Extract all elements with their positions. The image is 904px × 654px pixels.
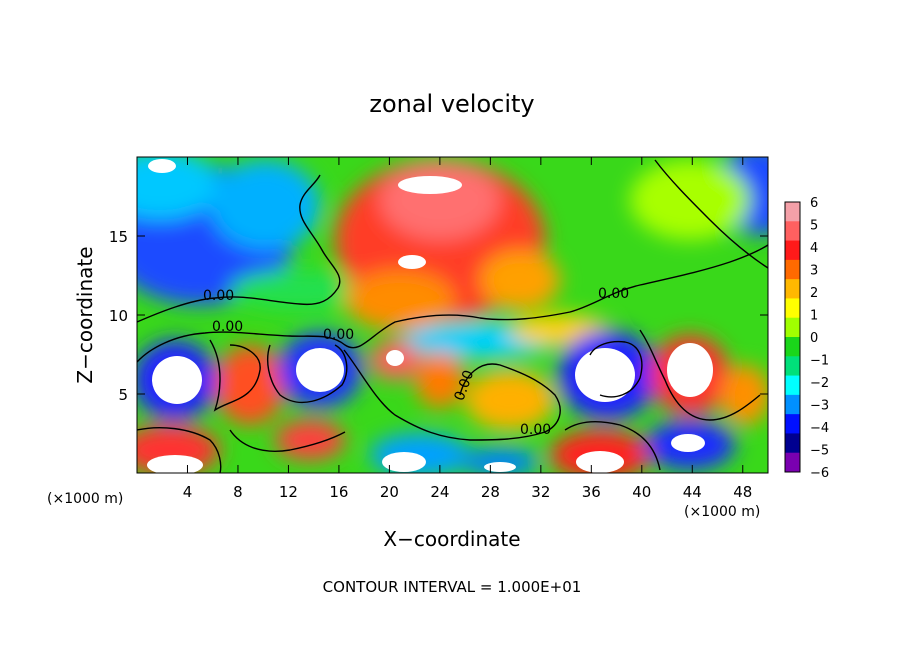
- colorbar-segment: [785, 356, 800, 377]
- core: [386, 350, 404, 366]
- x-tick-label: 4: [183, 483, 193, 501]
- x-tick-label: 24: [430, 483, 449, 501]
- zero-contours: [137, 159, 768, 473]
- contour-line: [229, 429, 346, 452]
- colorbar-segment: [785, 433, 800, 454]
- field-blob: [480, 250, 560, 310]
- y-tick-label: 5: [118, 386, 128, 404]
- x-tick-label: 40: [632, 483, 651, 501]
- colorbar-tick-label: 5: [810, 219, 818, 234]
- core: [484, 462, 516, 472]
- contour-line: [639, 329, 761, 421]
- field-blob: [370, 433, 470, 473]
- x-tick-label: 12: [279, 483, 298, 501]
- x-unit-left: (×1000 m): [47, 491, 123, 507]
- colorbar-segment: [785, 394, 800, 415]
- core: [575, 348, 635, 402]
- colorbar-segment: [785, 202, 800, 222]
- x-tick-label: 44: [683, 483, 702, 501]
- x-tick-label: 16: [329, 483, 348, 501]
- colorbar-tick-label: −4: [810, 421, 829, 436]
- colorbar-segment: [785, 259, 800, 280]
- x-tick-label: 28: [481, 483, 500, 501]
- field-blob: [275, 420, 345, 460]
- saturated-cores: [147, 159, 713, 473]
- field-blob: [415, 352, 465, 408]
- contour-label: 0.00: [598, 286, 629, 302]
- colorbar-segment: [785, 240, 800, 261]
- contour-line: [137, 244, 768, 363]
- contour-labels: 0.00 0.00 0.00 0.00 0.00 0.00: [203, 286, 629, 438]
- x-unit-right: (×1000 m): [684, 504, 760, 520]
- x-tick-label: 8: [233, 483, 243, 501]
- core: [671, 434, 705, 452]
- contour-line: [267, 344, 348, 404]
- colorbar-tick-label: 6: [810, 196, 818, 211]
- colorbar-tick-label: 4: [810, 241, 818, 256]
- core: [296, 348, 344, 392]
- x-tick-label: 20: [380, 483, 399, 501]
- contour-line: [564, 421, 661, 471]
- core: [382, 452, 426, 472]
- contour-line: [209, 339, 261, 412]
- contour-label: 0.00: [212, 319, 243, 335]
- colorbar-segment: [785, 414, 800, 434]
- core: [148, 159, 176, 173]
- contour-line: [137, 174, 341, 323]
- core: [398, 176, 462, 194]
- x-axis-label: X−coordinate: [383, 527, 520, 551]
- colorbar-tick-label: −1: [810, 354, 829, 369]
- colorbar-tick-label: 2: [810, 286, 818, 301]
- chart-title: zonal velocity: [369, 90, 534, 118]
- heatmap-field: 0.00 0.00 0.00 0.00 0.00 0.00: [137, 157, 768, 473]
- field-blob: [380, 160, 500, 240]
- y-tick-label: 10: [109, 307, 128, 325]
- colorbar-segment: [785, 452, 800, 473]
- y-axis-label: Z−coordinate: [73, 246, 97, 383]
- x-tick-label: 48: [733, 483, 752, 501]
- field-blob: [720, 365, 768, 425]
- contour-interval-note: CONTOUR INTERVAL = 1.000E+01: [323, 578, 582, 596]
- colorbar-tick-label: 3: [810, 264, 818, 279]
- colorbar-segment: [785, 375, 800, 396]
- x-axis: 4 8 12 16 20 24 28 32 36 40 44 48: [183, 157, 752, 501]
- colorbar-tick-label: 1: [810, 309, 818, 324]
- colorbar-tick-label: −3: [810, 399, 829, 414]
- core: [152, 356, 202, 404]
- colorbar-segment: [785, 279, 800, 299]
- core: [576, 451, 624, 473]
- y-tick-label: 15: [109, 228, 128, 246]
- core: [667, 343, 713, 397]
- colorbar-tick-label: −5: [810, 444, 829, 459]
- field-blob: [345, 270, 455, 330]
- field-blob: [465, 370, 555, 430]
- contour-label: 0.00: [323, 327, 354, 343]
- colorbar-tick-label: 0: [810, 331, 818, 346]
- colorbar-tick-label: −2: [810, 376, 829, 391]
- colorbar-tick-label: −6: [810, 466, 829, 481]
- contour-line: [654, 159, 768, 269]
- contour-label: 0.00: [520, 422, 551, 438]
- x-tick-label: 32: [531, 483, 550, 501]
- y-axis: 5 10 15: [109, 228, 768, 404]
- contour-line: [589, 340, 643, 398]
- field-blob: [210, 160, 320, 250]
- field-blob: [460, 448, 540, 473]
- contour-line: [137, 427, 222, 473]
- core: [398, 255, 426, 269]
- colorbar-segment: [785, 221, 800, 242]
- contour-line: [343, 349, 561, 441]
- colorbar: 6 5 4 3 2 1 0 −1 −2 −3 −4 −5 −6: [784, 196, 829, 481]
- colorbar-segment: [785, 337, 800, 357]
- core: [147, 455, 203, 473]
- x-tick-label: 36: [582, 483, 601, 501]
- field-blob: [137, 157, 220, 220]
- colorbar-segment: [785, 298, 800, 319]
- field-blob: [215, 345, 285, 425]
- colorbar-segment: [785, 317, 800, 338]
- colorbar-frame: [784, 201, 801, 473]
- contour-label: 0.00: [203, 288, 234, 304]
